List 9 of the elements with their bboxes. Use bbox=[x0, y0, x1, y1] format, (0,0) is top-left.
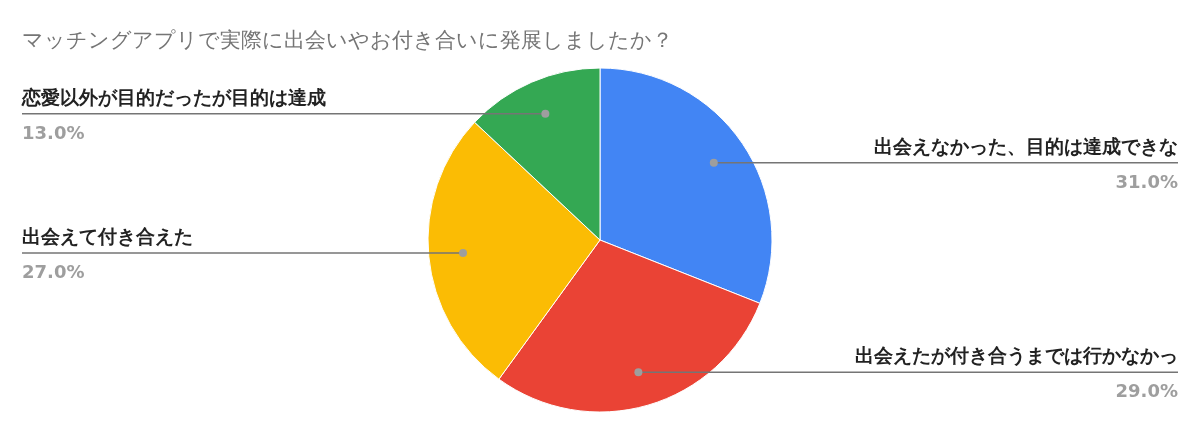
data-label: 31.0% bbox=[1115, 170, 1178, 192]
slice-label: 出会えたが付き合うまでは行かなかっ bbox=[855, 344, 1178, 368]
data-label: 13.0% bbox=[22, 121, 85, 143]
slice-label: 出会えて付き合えた bbox=[22, 224, 193, 247]
slice-label: 出会えなかった、目的は達成できな bbox=[874, 134, 1178, 157]
data-label: 27.0% bbox=[22, 260, 85, 282]
slice-label: 恋愛以外が目的だったが目的は達成 bbox=[21, 85, 326, 108]
data-label: 29.0% bbox=[1115, 380, 1178, 402]
chart-title: マッチングアプリで実際に出会いやお付き合いに発展しましたか？ bbox=[22, 28, 673, 52]
